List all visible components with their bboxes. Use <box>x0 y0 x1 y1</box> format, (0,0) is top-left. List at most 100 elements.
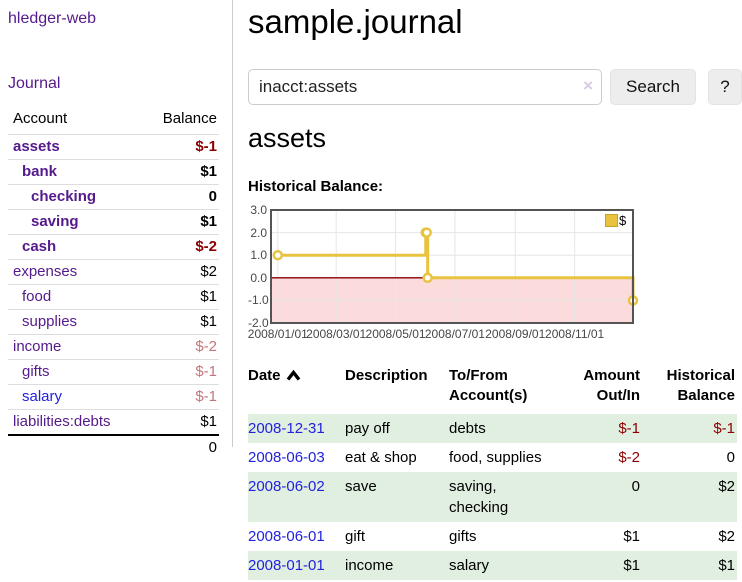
account-link[interactable]: income <box>13 338 62 355</box>
account-balance: $-1 <box>195 363 217 380</box>
chart-legend: $ <box>605 213 626 228</box>
cell-amount: $-1 <box>618 420 640 437</box>
account-balance: $1 <box>200 163 217 180</box>
brand-link[interactable]: hledger-web <box>8 10 97 27</box>
account-link[interactable]: supplies <box>22 313 78 330</box>
sidebar-item-journal[interactable]: Journal <box>8 75 61 92</box>
accounts-total-value: 0 <box>208 439 217 456</box>
legend-swatch <box>605 214 618 227</box>
register-header-date[interactable]: Date <box>248 364 345 414</box>
cell-description: pay off <box>345 420 390 437</box>
page-title: sample.journal <box>248 3 463 40</box>
account-balance: $-2 <box>195 238 217 255</box>
account-row: bank $1 <box>8 159 219 185</box>
register-header-amount: Amount Out/In <box>583 367 640 404</box>
historical-balance-chart: 3.0 2.0 1.0 0.0 -1.0 -2.0 2008/01/01 2008/03/01… <box>247 200 650 341</box>
search-form: × Search ? <box>248 69 742 105</box>
transaction-date-link[interactable]: 2008-12-31 <box>248 420 325 437</box>
cell-accounts: gifts <box>449 528 477 545</box>
transaction-date-link[interactable]: 2008-01-01 <box>248 557 325 574</box>
account-row: expenses $2 <box>8 259 219 285</box>
account-row: assets $-1 <box>8 134 219 160</box>
register-table: Date Description To/From Account(s) Amou… <box>248 364 737 580</box>
cell-balance: $2 <box>718 528 735 545</box>
account-link[interactable]: expenses <box>13 263 78 280</box>
register-row: 2008-06-02 save saving, checking 0 $2 <box>248 472 737 522</box>
account-balance: 0 <box>208 188 217 205</box>
account-balance: $1 <box>200 213 217 230</box>
cell-balance: 0 <box>726 449 735 466</box>
cell-description: gift <box>345 528 366 545</box>
account-row: food $1 <box>8 284 219 310</box>
x-axis-tick-label: 2008/01/01 <box>247 327 308 341</box>
sort-ascending-icon <box>286 367 301 384</box>
account-row: checking 0 <box>8 184 219 210</box>
account-link[interactable]: food <box>22 288 52 305</box>
x-axis-tick-label: 2008/07/01 <box>424 327 485 341</box>
register-row: 2008-12-31 pay off debts $-1 $-1 <box>248 414 737 443</box>
accounts-header-account: Account <box>13 110 68 127</box>
account-link[interactable]: checking <box>31 188 97 205</box>
search-box: × <box>248 69 603 105</box>
cell-accounts: debts <box>449 420 486 437</box>
cell-amount: $1 <box>623 528 640 545</box>
account-row: cash $-2 <box>8 234 219 260</box>
account-balance: $1 <box>200 313 217 330</box>
search-input[interactable] <box>248 69 603 105</box>
account-heading: assets <box>248 123 327 153</box>
clear-search-icon[interactable]: × <box>583 76 594 95</box>
account-balance: $2 <box>200 263 217 280</box>
help-button[interactable]: ? <box>707 69 742 105</box>
x-axis-tick-label: 2008/11/01 <box>545 327 605 341</box>
account-row: liabilities:debts $1 <box>8 409 219 436</box>
register-header-accounts: To/From Account(s) <box>449 367 528 404</box>
cell-accounts: food, supplies <box>449 449 542 466</box>
search-button[interactable]: Search <box>610 69 696 105</box>
account-link[interactable]: liabilities:debts <box>13 413 111 430</box>
cell-description: income <box>345 557 394 574</box>
sidebar-nav: Journal <box>8 75 219 93</box>
x-axis-tick-label: 2008/03/01 <box>306 327 367 341</box>
chart-canvas <box>270 209 639 324</box>
account-row: supplies $1 <box>8 309 219 335</box>
account-link[interactable]: cash <box>22 238 57 255</box>
y-axis-tick-label: 0.0 <box>250 270 267 285</box>
account-link[interactable]: salary <box>22 388 63 405</box>
x-axis-tick-label: 2008/09/01 <box>485 327 546 341</box>
cell-date: 2008-01-01 <box>248 551 345 580</box>
register-row: 2008-06-01 gift gifts $1 $2 <box>248 522 737 551</box>
cell-amount: 0 <box>631 478 640 495</box>
register-row: 2008-01-01 income salary $1 $1 <box>248 551 737 580</box>
cell-amount: $1 <box>623 557 640 574</box>
cell-amount: $-2 <box>618 449 640 466</box>
account-row: saving $1 <box>8 209 219 235</box>
y-axis-tick-label: 1.0 <box>250 248 267 263</box>
legend-label: $ <box>619 213 627 228</box>
cell-date: 2008-06-03 <box>248 443 345 472</box>
account-link[interactable]: bank <box>22 163 58 180</box>
accounts-total-row: 0 <box>8 435 219 460</box>
account-link[interactable]: gifts <box>22 363 50 380</box>
transaction-date-link[interactable]: 2008-06-01 <box>248 528 325 545</box>
transaction-date-link[interactable]: 2008-06-03 <box>248 449 325 466</box>
cell-balance: $2 <box>718 478 735 495</box>
account-balance: $-2 <box>195 338 217 355</box>
cell-description: eat & shop <box>345 449 417 466</box>
account-link[interactable]: saving <box>31 213 79 230</box>
main-content: sample.journal × Search ? assets Histori… <box>248 0 742 580</box>
account-link[interactable]: assets <box>13 138 60 155</box>
transaction-date-link[interactable]: 2008-06-02 <box>248 478 325 495</box>
y-axis-tick-label: 3.0 <box>250 203 267 217</box>
cell-date: 2008-12-31 <box>248 414 345 443</box>
account-row: income $-2 <box>8 334 219 360</box>
y-axis-tick-label: -2.0 <box>248 316 269 330</box>
cell-balance: $1 <box>718 557 735 574</box>
account-balance: $1 <box>200 288 217 305</box>
chart-heading: Historical Balance: <box>248 178 384 195</box>
account-row: salary $-1 <box>8 384 219 410</box>
cell-date: 2008-06-02 <box>248 472 345 522</box>
account-balance: $1 <box>200 413 217 430</box>
account-row: gifts $-1 <box>8 359 219 385</box>
accounts-header-balance: Balance <box>162 110 217 127</box>
cell-balance: $-1 <box>713 420 735 437</box>
